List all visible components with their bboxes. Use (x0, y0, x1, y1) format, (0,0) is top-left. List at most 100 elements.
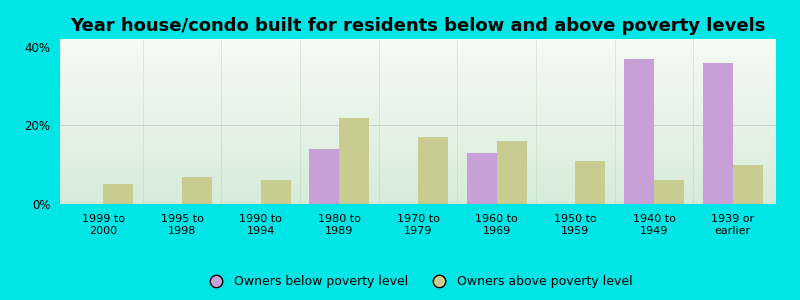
Bar (60, 122, 776, 123)
Bar (60, 85, 776, 86)
Bar (60, 98, 776, 99)
Bar (60, 194, 776, 195)
Bar (60, 109, 776, 110)
Bar (261, 180, 290, 204)
Bar (575, 161, 606, 204)
Bar (60, 195, 776, 196)
Bar (60, 182, 776, 183)
Bar (60, 135, 776, 136)
Bar (703, 63, 733, 204)
Bar (60, 130, 776, 131)
Bar (60, 114, 776, 115)
Bar (60, 132, 776, 133)
Bar (60, 175, 776, 176)
Bar (60, 43, 776, 44)
Bar (60, 169, 776, 170)
Bar (60, 179, 776, 180)
Bar (60, 177, 776, 178)
Bar (60, 51, 776, 52)
Bar (60, 146, 776, 147)
Bar (60, 50, 776, 51)
Bar (60, 73, 776, 74)
Bar (60, 141, 776, 142)
Bar (60, 113, 776, 114)
Bar (60, 198, 776, 199)
Bar (466, 153, 497, 204)
Bar (60, 143, 776, 144)
Bar (60, 48, 776, 49)
Bar (60, 54, 776, 55)
Bar (60, 136, 776, 137)
Bar (60, 52, 776, 53)
Bar (60, 185, 776, 186)
Bar (60, 197, 776, 198)
Bar (60, 97, 776, 98)
Bar (60, 144, 776, 145)
Bar (60, 128, 776, 129)
Bar (60, 142, 776, 143)
Bar (60, 155, 776, 156)
Bar (60, 61, 776, 62)
Bar (60, 75, 776, 76)
Bar (60, 74, 776, 75)
Bar (60, 140, 776, 141)
Bar (60, 42, 776, 43)
Bar (60, 88, 776, 89)
Bar (60, 100, 776, 101)
Bar (60, 90, 776, 91)
Bar (60, 118, 776, 119)
Bar (60, 191, 776, 192)
Bar (60, 45, 776, 46)
Bar (60, 156, 776, 157)
Bar (60, 112, 776, 113)
Bar (60, 116, 776, 117)
Bar (60, 77, 776, 78)
Bar (60, 70, 776, 71)
Bar (60, 68, 776, 69)
Bar (60, 94, 776, 95)
Bar (60, 69, 776, 70)
Bar (103, 184, 133, 204)
Bar (60, 157, 776, 158)
Bar (60, 76, 776, 77)
Bar (60, 104, 776, 105)
Bar (60, 164, 776, 165)
Bar (60, 173, 776, 174)
Bar (60, 192, 776, 193)
Bar (60, 49, 776, 50)
Bar (60, 160, 776, 161)
Bar (60, 145, 776, 146)
Bar (60, 55, 776, 56)
Bar (60, 121, 776, 122)
Bar (60, 187, 776, 188)
Bar (60, 190, 776, 191)
Bar (60, 115, 776, 116)
Bar (60, 66, 776, 67)
Bar (60, 131, 776, 132)
Bar (60, 149, 776, 150)
Bar (60, 67, 776, 68)
Bar (60, 184, 776, 185)
Bar (60, 50, 776, 51)
Bar (624, 58, 654, 204)
Bar (60, 193, 776, 194)
Bar (60, 126, 776, 127)
Bar (60, 79, 776, 80)
Bar (60, 158, 776, 159)
Bar (60, 89, 776, 90)
Bar (60, 117, 776, 118)
Bar (60, 159, 776, 160)
Bar (339, 118, 370, 204)
Bar (60, 57, 776, 58)
Bar (60, 148, 776, 149)
Bar (60, 39, 776, 40)
Bar (60, 162, 776, 163)
Bar (60, 107, 776, 108)
Bar (60, 120, 776, 121)
Bar (60, 129, 776, 130)
Bar (497, 141, 526, 204)
Bar (60, 99, 776, 100)
Bar (60, 189, 776, 190)
Bar (60, 56, 776, 57)
Bar (60, 40, 776, 41)
